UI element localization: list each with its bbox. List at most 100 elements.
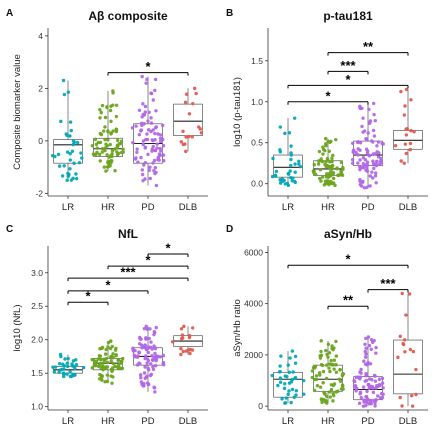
data-point: [323, 179, 328, 183]
data-point: [161, 353, 166, 358]
data-point: [402, 161, 406, 165]
data-point: [371, 128, 376, 133]
data-point: [69, 178, 74, 182]
data-point: [72, 161, 76, 165]
data-point: [111, 375, 115, 379]
significance-label: ***: [340, 58, 356, 73]
data-point: [132, 353, 137, 357]
data-point: [339, 160, 344, 165]
data-point: [101, 361, 105, 365]
data-point: [114, 114, 119, 119]
box-dlb: [173, 103, 203, 136]
data-point: [111, 361, 115, 366]
data-point: [339, 169, 343, 173]
data-point: [62, 374, 66, 379]
panel-c: C NfL 1.0 1.5 2.0 2.5 3.0 log10 (NfL) LR HR PD DLB *…: [6, 224, 208, 427]
data-point: [60, 174, 65, 178]
data-point: [110, 149, 115, 153]
data-point: [161, 123, 165, 128]
data-point: [331, 363, 335, 367]
data-point: [286, 183, 291, 188]
data-point: [181, 142, 186, 147]
data-point: [320, 175, 325, 179]
data-point: [121, 356, 125, 361]
data-point: [408, 347, 413, 352]
data-point: [98, 116, 102, 120]
data-point: [147, 110, 151, 114]
data-point: [334, 370, 339, 375]
data-point: [109, 359, 113, 363]
data-point: [152, 385, 156, 389]
panel-letter: C: [6, 224, 13, 235]
data-point: [323, 392, 327, 396]
data-point: [350, 141, 355, 146]
data-point: [327, 149, 331, 153]
data-point: [111, 89, 115, 93]
data-point: [283, 382, 287, 386]
data-point: [184, 135, 188, 139]
y-tick-label: 1.5: [251, 56, 263, 66]
data-point: [157, 158, 161, 162]
data-point: [364, 394, 368, 399]
data-point: [279, 354, 283, 358]
data-point: [71, 142, 75, 147]
data-point: [287, 381, 292, 385]
data-point: [150, 354, 154, 358]
significance-label: *: [145, 253, 151, 268]
data-point: [113, 168, 117, 173]
data-point: [378, 159, 383, 164]
data-point: [400, 404, 404, 408]
data-point: [92, 152, 96, 156]
chart-title: p-tau181: [323, 9, 373, 23]
data-point: [154, 125, 159, 129]
box-lr: [273, 154, 303, 178]
data-point: [114, 354, 118, 358]
data-point: [101, 129, 106, 133]
data-point: [95, 146, 99, 150]
x-tick-label: HR: [101, 416, 115, 427]
data-point: [291, 370, 295, 374]
data-point: [278, 380, 283, 384]
data-point: [111, 352, 115, 356]
data-point: [143, 104, 148, 109]
data-point: [114, 103, 119, 107]
data-point: [144, 354, 148, 358]
data-point: [381, 142, 385, 146]
data-point: [365, 169, 370, 173]
data-point: [375, 144, 379, 148]
data-point: [199, 131, 204, 135]
data-point: [56, 152, 61, 157]
significance-label: *: [165, 241, 171, 256]
data-point: [358, 167, 362, 172]
data-point: [372, 166, 376, 171]
data-point: [287, 370, 292, 374]
data-point: [361, 404, 366, 408]
data-point: [327, 174, 332, 178]
x-tick-label: PD: [361, 202, 374, 213]
data-point: [373, 174, 378, 178]
data-point: [331, 391, 335, 396]
data-point: [145, 77, 149, 82]
data-point: [404, 133, 409, 137]
data-point: [105, 153, 109, 157]
data-point: [97, 354, 102, 358]
data-point: [359, 395, 364, 400]
data-point: [162, 159, 166, 163]
data-point: [359, 367, 363, 372]
data-point: [74, 363, 79, 367]
data-point: [119, 139, 124, 144]
data-point: [184, 149, 188, 154]
data-point: [410, 404, 415, 408]
data-point: [90, 357, 94, 362]
data-point: [325, 352, 329, 357]
significance-label: **: [343, 293, 354, 308]
data-point: [327, 351, 332, 355]
data-point: [96, 364, 101, 368]
data-point: [149, 372, 154, 377]
data-point: [313, 366, 317, 370]
data-point: [62, 92, 67, 97]
box-lr: [53, 139, 83, 164]
data-point: [65, 361, 70, 366]
data-point: [332, 367, 336, 371]
data-point: [270, 174, 275, 179]
